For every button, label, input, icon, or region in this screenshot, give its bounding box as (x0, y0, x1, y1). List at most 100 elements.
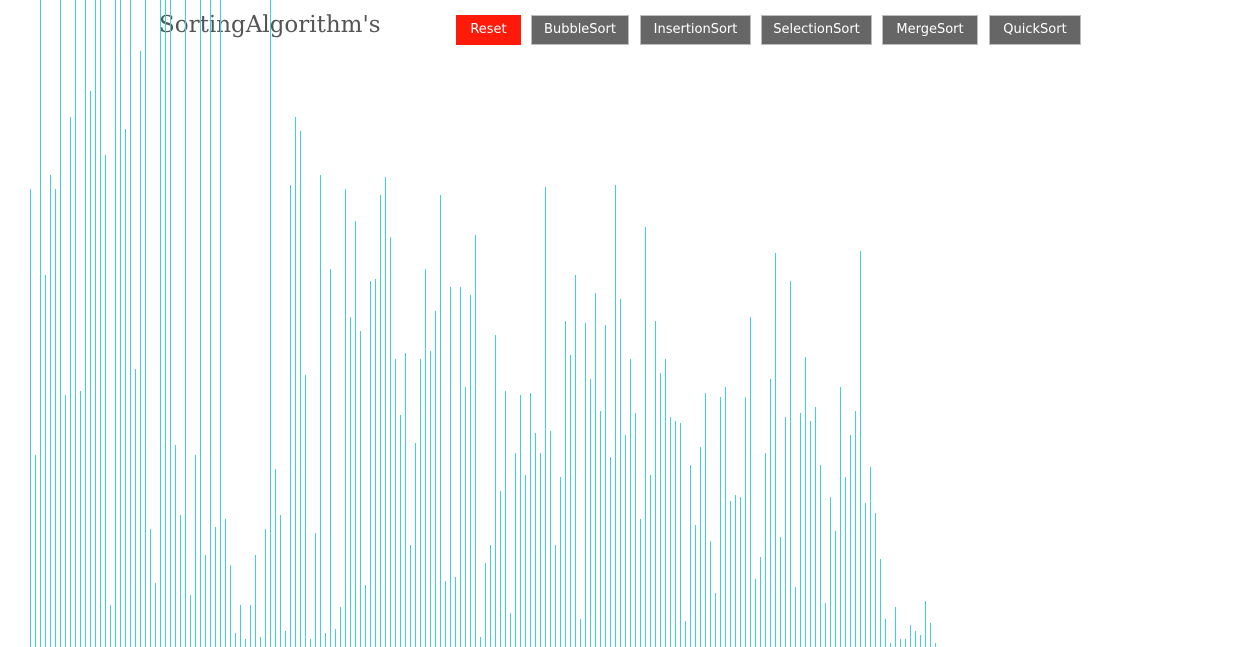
array-bar (260, 637, 261, 647)
array-bar (380, 195, 381, 647)
array-bar (735, 495, 736, 647)
array-bar (425, 269, 426, 647)
array-bar (700, 447, 701, 647)
array-bar (880, 559, 881, 647)
bubble-sort-button[interactable]: BubbleSort (531, 15, 629, 45)
array-bar (935, 643, 936, 647)
array-bar (95, 0, 96, 647)
array-bar (800, 413, 801, 647)
array-bar (720, 397, 721, 647)
array-bar (765, 453, 766, 647)
array-bar (665, 359, 666, 647)
array-bar (335, 629, 336, 647)
array-bar (145, 0, 146, 647)
array-bar (160, 0, 161, 647)
array-bar (635, 413, 636, 647)
array-bar (900, 639, 901, 647)
array-bar (330, 269, 331, 647)
array-bar (905, 639, 906, 647)
array-bar (915, 631, 916, 647)
array-bar (555, 545, 556, 647)
array-bar (525, 475, 526, 647)
array-bar (280, 515, 281, 647)
array-bar (265, 529, 266, 647)
array-bar (810, 421, 811, 647)
array-bar (465, 387, 466, 647)
array-bar (860, 251, 861, 647)
array-bar (220, 0, 221, 647)
array-bar (625, 435, 626, 647)
array-bar (545, 187, 546, 647)
array-bar (745, 397, 746, 647)
array-bar (835, 531, 836, 647)
array-bar (690, 465, 691, 647)
reset-button[interactable]: Reset (456, 15, 521, 45)
array-bar (755, 579, 756, 647)
array-bar (405, 353, 406, 647)
array-bar (930, 623, 931, 647)
array-bar (60, 0, 61, 647)
array-bar (640, 519, 641, 647)
array-bar (65, 395, 66, 647)
array-bar (150, 529, 151, 647)
array-bar (485, 563, 486, 647)
array-bar (30, 189, 31, 647)
array-bar (570, 355, 571, 647)
array-bar (610, 457, 611, 647)
array-bar (165, 0, 166, 647)
array-bar (285, 631, 286, 647)
array-bar (490, 545, 491, 647)
page-title: SortingAlgorithm's (159, 12, 381, 38)
array-bar (730, 501, 731, 647)
array-bar (450, 287, 451, 647)
array-bar (550, 431, 551, 647)
array-bar (560, 477, 561, 647)
array-bar (510, 613, 511, 647)
array-bar (865, 503, 866, 647)
array-bar (875, 513, 876, 647)
array-bar (385, 177, 386, 647)
array-bar (820, 465, 821, 647)
array-bar (500, 491, 501, 647)
quick-sort-button[interactable]: QuickSort (989, 15, 1081, 45)
array-bar (705, 393, 706, 647)
array-bar (595, 293, 596, 647)
array-bar (430, 351, 431, 647)
array-bar (530, 393, 531, 647)
array-bar (495, 335, 496, 647)
array-bar (245, 639, 246, 647)
array-bar (435, 311, 436, 647)
array-bar (825, 603, 826, 647)
array-bar (320, 175, 321, 647)
array-bar (170, 0, 171, 647)
array-bar (120, 0, 121, 647)
array-bar (540, 453, 541, 647)
array-bar (805, 357, 806, 647)
insertion-sort-button[interactable]: InsertionSort (640, 15, 751, 45)
merge-sort-button[interactable]: MergeSort (882, 15, 978, 45)
array-bar (775, 253, 776, 647)
array-bar (815, 407, 816, 647)
array-bar (440, 195, 441, 647)
array-bar (400, 415, 401, 647)
array-bar (370, 281, 371, 647)
array-bar (710, 541, 711, 647)
array-bar (130, 0, 131, 647)
array-bar (475, 235, 476, 647)
array-bar (790, 281, 791, 647)
array-bar (315, 533, 316, 647)
array-bar (695, 525, 696, 647)
array-bar (275, 469, 276, 647)
array-bar (310, 639, 311, 647)
array-bar (390, 237, 391, 647)
array-bar (375, 279, 376, 647)
array-bar (845, 477, 846, 647)
array-bar (190, 595, 191, 647)
array-bar (515, 453, 516, 647)
array-bar (925, 601, 926, 647)
selection-sort-button[interactable]: SelectionSort (761, 15, 872, 45)
array-bar (505, 391, 506, 647)
array-bar (195, 455, 196, 647)
array-bar (650, 475, 651, 647)
